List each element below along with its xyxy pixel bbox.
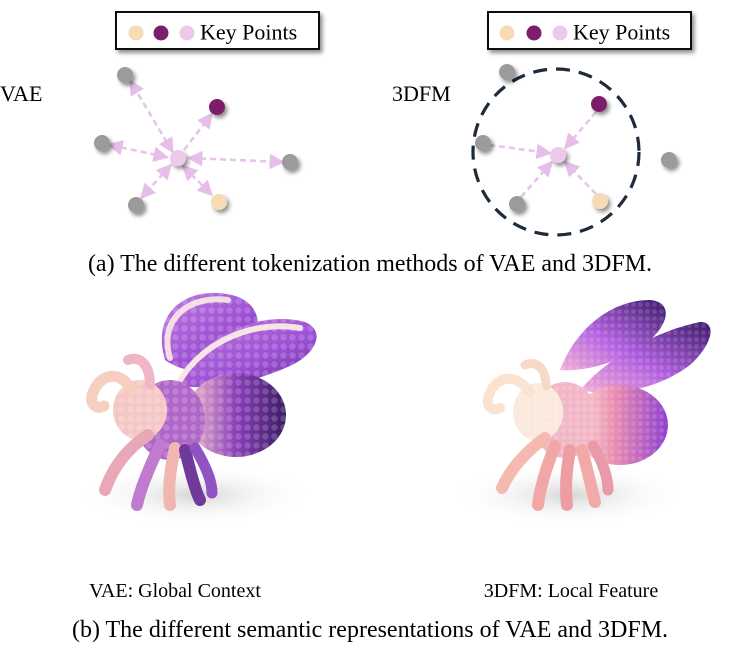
- tan-key-point-icon: [499, 25, 515, 41]
- 3dfm-render-label: 3DFM: Local Feature: [484, 580, 659, 602]
- arrow: [520, 160, 554, 198]
- gray-point: [128, 197, 144, 213]
- arrow: [181, 164, 214, 197]
- pink-key-point-icon: [179, 25, 195, 41]
- vae-render-label: VAE: Global Context: [89, 580, 261, 602]
- gray-point: [499, 64, 515, 80]
- tan-key-point: [211, 194, 227, 210]
- 3dfm-points: [475, 64, 677, 212]
- tan-key-point-icon: [128, 25, 144, 41]
- gray-point: [475, 135, 491, 151]
- vae-bee-render: [75, 292, 317, 527]
- legend-3dfm: Key Points: [487, 11, 692, 50]
- arrow: [186, 150, 286, 170]
- local-neighborhood-circle: [471, 67, 641, 237]
- 3dfm-bee-render: [450, 300, 711, 527]
- legend-label: Key Points: [573, 20, 670, 45]
- vae-points: [94, 67, 298, 213]
- tan-key-point: [592, 193, 608, 209]
- antenna: [520, 359, 551, 391]
- purple-key-point: [209, 99, 225, 115]
- gray-point: [509, 196, 525, 212]
- arrow: [488, 143, 553, 160]
- caption-b: (b) The different semantic representatio…: [72, 617, 668, 643]
- pink-key-point: [170, 150, 186, 166]
- 3dfm-method-label: 3DFM: [392, 81, 451, 106]
- vae-method-label: VAE: [0, 81, 42, 106]
- 3dfm-tokenization-diagram: [488, 111, 597, 198]
- purple-key-point: [591, 96, 607, 112]
- caption-a: (a) The different tokenization methods o…: [88, 251, 652, 277]
- gray-point: [282, 154, 298, 170]
- vae-tokenization-diagram: [106, 79, 286, 200]
- antenna: [123, 353, 155, 390]
- arrow: [563, 111, 597, 150]
- legend-label: Key Points: [200, 20, 297, 45]
- gray-point: [661, 152, 677, 168]
- arrow: [129, 79, 174, 154]
- arrow: [139, 163, 173, 200]
- gray-point: [117, 67, 133, 83]
- legs: [99, 429, 218, 511]
- purple-key-point-icon: [153, 25, 169, 41]
- arrow: [563, 160, 597, 195]
- pink-key-point-icon: [552, 25, 568, 41]
- legend-vae: Key Points: [115, 11, 320, 50]
- antenna: [86, 370, 138, 413]
- arrow: [106, 139, 170, 163]
- arrow: [182, 112, 213, 151]
- pink-key-point: [550, 147, 566, 163]
- legs: [496, 432, 614, 511]
- gray-point: [94, 135, 110, 151]
- purple-key-point-icon: [526, 25, 542, 41]
- antenna: [482, 373, 535, 415]
